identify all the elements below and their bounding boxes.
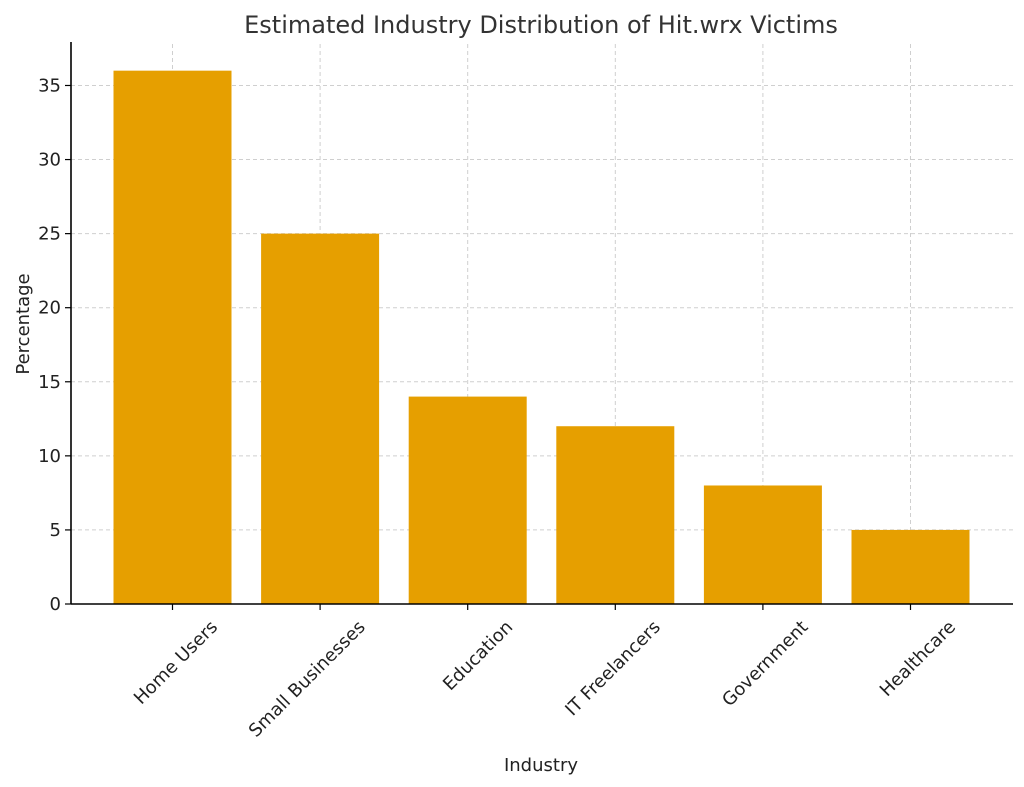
y-tick-label: 35 bbox=[38, 75, 61, 96]
bar bbox=[113, 70, 232, 604]
bar bbox=[703, 485, 822, 604]
x-axis-label: Industry bbox=[504, 755, 578, 776]
y-tick-label: 10 bbox=[38, 446, 61, 467]
x-tick-label: IT Freelancers bbox=[561, 617, 665, 721]
bar bbox=[408, 396, 527, 604]
bar bbox=[851, 529, 970, 604]
y-tick-label: 25 bbox=[38, 224, 61, 245]
y-tick-label: 15 bbox=[38, 372, 61, 393]
y-axis-label: Percentage bbox=[13, 273, 34, 374]
bar bbox=[261, 233, 380, 604]
y-tick-label: 20 bbox=[38, 298, 61, 319]
x-tick-label: Healthcare bbox=[876, 617, 960, 701]
x-tick-label: Education bbox=[439, 617, 517, 695]
x-tick-label: Home Users bbox=[130, 617, 222, 709]
y-tick-label: 30 bbox=[38, 150, 61, 171]
bar bbox=[556, 426, 675, 604]
chart-title: Estimated Industry Distribution of Hit.w… bbox=[244, 11, 838, 39]
x-tick-label: Small Businesses bbox=[245, 617, 370, 742]
y-tick-label: 0 bbox=[50, 594, 61, 615]
bars bbox=[113, 70, 970, 604]
axes bbox=[65, 42, 1013, 610]
x-tick-label: Government bbox=[718, 617, 812, 711]
y-tick-label: 5 bbox=[50, 520, 61, 541]
